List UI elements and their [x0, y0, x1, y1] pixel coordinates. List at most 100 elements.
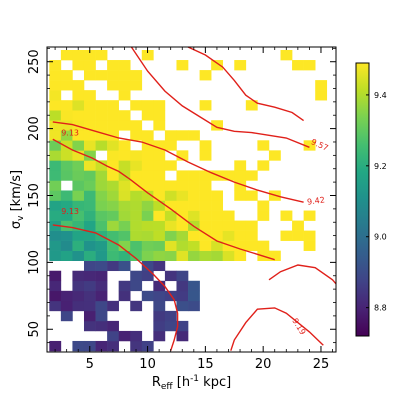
heatmap-cell	[107, 320, 119, 332]
heatmap-cell	[83, 110, 96, 121]
heatmap-cell	[95, 280, 108, 292]
heatmap-cell	[49, 230, 62, 241]
heatmap-cell	[49, 170, 62, 181]
heatmap-cell	[164, 190, 177, 201]
heatmap-cell	[83, 180, 96, 191]
heatmap-cell	[315, 90, 328, 101]
heatmap-cell	[176, 300, 189, 312]
heatmap-cell	[107, 160, 119, 171]
colorbar-tick-label: 9.2	[374, 162, 387, 171]
heatmap-cell	[107, 150, 119, 161]
heatmap-cell	[49, 300, 62, 312]
heatmap-cell	[95, 270, 108, 282]
heatmap-cell	[118, 330, 131, 342]
heatmap-cell	[199, 180, 212, 191]
y-tick-label: 50	[27, 321, 42, 338]
heatmap-cell	[164, 140, 177, 151]
heatmap-cell	[83, 160, 96, 171]
heatmap-cell	[118, 120, 131, 131]
heatmap-cell	[83, 140, 96, 151]
heatmap-cell	[153, 140, 166, 151]
heatmap-cell	[153, 120, 166, 131]
heatmap-cell	[107, 100, 119, 111]
heatmap-cell	[118, 150, 131, 161]
heatmap-cell	[164, 240, 177, 251]
heatmap-cell	[268, 150, 281, 161]
heatmap-cell	[211, 240, 224, 251]
heatmap-cell	[83, 220, 96, 231]
heatmap-cell	[176, 230, 189, 241]
heatmap-cell	[130, 70, 143, 81]
heatmap-cell	[95, 70, 108, 81]
heatmap-cell	[60, 300, 73, 312]
heatmap-cell	[188, 250, 200, 261]
heatmap-cell	[130, 80, 143, 91]
heatmap-cell	[245, 100, 258, 111]
heatmap-cell	[141, 260, 154, 272]
heatmap-cell	[107, 170, 119, 181]
heatmap-cell	[292, 60, 304, 71]
heatmap-cell	[72, 230, 85, 241]
heatmap-cell	[60, 100, 73, 111]
heatmap-cell	[234, 230, 247, 241]
heatmap-cell	[72, 200, 85, 211]
heatmap-cell	[72, 280, 85, 292]
heatmap-cell	[49, 190, 62, 201]
heatmap-cell	[199, 150, 212, 161]
heatmap-cell	[118, 210, 131, 221]
contour-lines: 9.579.429.139.139.19	[52, 46, 337, 351]
heatmap-cell	[130, 150, 143, 161]
heatmap-cell	[83, 250, 96, 261]
heatmap-cell	[153, 160, 166, 171]
contour-line	[52, 224, 179, 351]
heatmap-cell	[118, 200, 131, 211]
heatmap-cell	[72, 290, 85, 302]
heatmap-cell	[107, 60, 119, 71]
heatmap-cell	[245, 240, 258, 251]
heatmap-cell	[153, 220, 166, 231]
heatmap-cell	[153, 330, 166, 342]
heatmap-cell	[95, 220, 108, 231]
heatmap-cell	[60, 120, 73, 131]
heatmap-cell	[83, 280, 96, 292]
heatmap-cell	[130, 180, 143, 191]
heatmap-cell	[49, 160, 62, 171]
heatmap-cell	[141, 290, 154, 302]
heatmap-cell	[153, 190, 166, 201]
contour-line	[130, 46, 310, 148]
plot-frame	[46, 46, 337, 353]
heatmap-cell	[164, 220, 177, 231]
heatmap-cell	[188, 280, 200, 292]
heatmap-cell	[141, 170, 154, 181]
heatmap-cell	[164, 270, 177, 282]
heatmap-cell	[234, 170, 247, 181]
heatmap-cell	[83, 170, 96, 181]
heatmap-cell	[245, 230, 258, 241]
heatmap-cell	[245, 170, 258, 181]
heatmap-cell	[315, 80, 328, 91]
heatmap-cell	[60, 140, 73, 151]
heatmap-cell	[257, 210, 270, 221]
heatmap-cell	[49, 290, 62, 302]
heatmap-cell	[234, 60, 247, 71]
heatmap-cell	[83, 320, 96, 332]
heatmap-cell	[72, 80, 85, 91]
heatmap-cell	[49, 240, 62, 251]
heatmap-cell	[141, 210, 154, 221]
heatmap-cell	[176, 290, 189, 302]
heatmap-cell	[153, 200, 166, 211]
heatmap-cell	[280, 210, 293, 221]
heatmap-cell	[153, 110, 166, 121]
heatmap-cell	[245, 220, 258, 231]
heatmap-cell	[95, 130, 108, 141]
heatmap-cell	[141, 180, 154, 191]
heatmap-cell	[72, 60, 85, 71]
heatmap-cell	[176, 320, 189, 332]
colorbar-tick-label: 9.4	[374, 91, 387, 100]
heatmap-cell	[234, 250, 247, 261]
heatmap-cell	[72, 50, 85, 61]
heatmap-cell	[211, 250, 224, 261]
heatmap-cell	[95, 170, 108, 181]
heatmap-cell	[49, 100, 62, 111]
